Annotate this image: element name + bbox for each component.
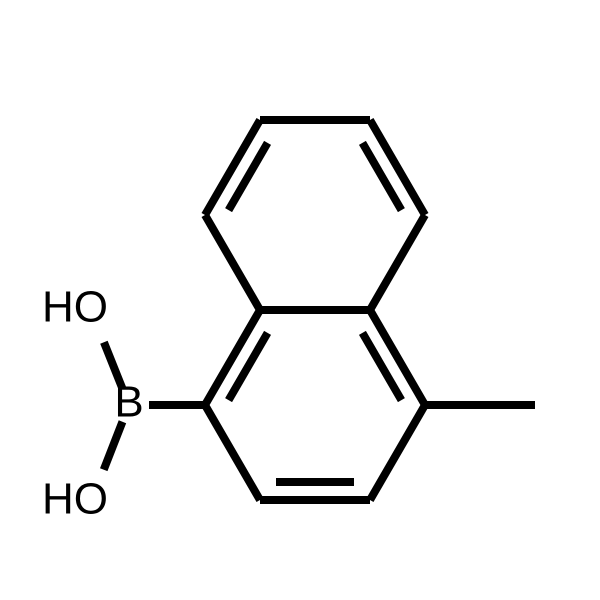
- bond: [104, 422, 123, 470]
- molecule-diagram: BHO HO: [0, 0, 600, 600]
- bond: [362, 143, 401, 210]
- bond: [370, 215, 425, 310]
- bond: [362, 333, 401, 400]
- bond: [205, 215, 260, 310]
- atom-label-HO_bot: HO: [42, 475, 108, 524]
- bond: [205, 405, 260, 500]
- atom-labels-layer: BHO HO: [42, 283, 144, 524]
- bond: [229, 143, 268, 210]
- atom-label-B_text: B: [114, 378, 143, 427]
- bond: [370, 405, 425, 500]
- atom-label-HO_top: HO: [42, 283, 108, 332]
- bonds-layer: [104, 120, 535, 500]
- bond: [229, 333, 268, 400]
